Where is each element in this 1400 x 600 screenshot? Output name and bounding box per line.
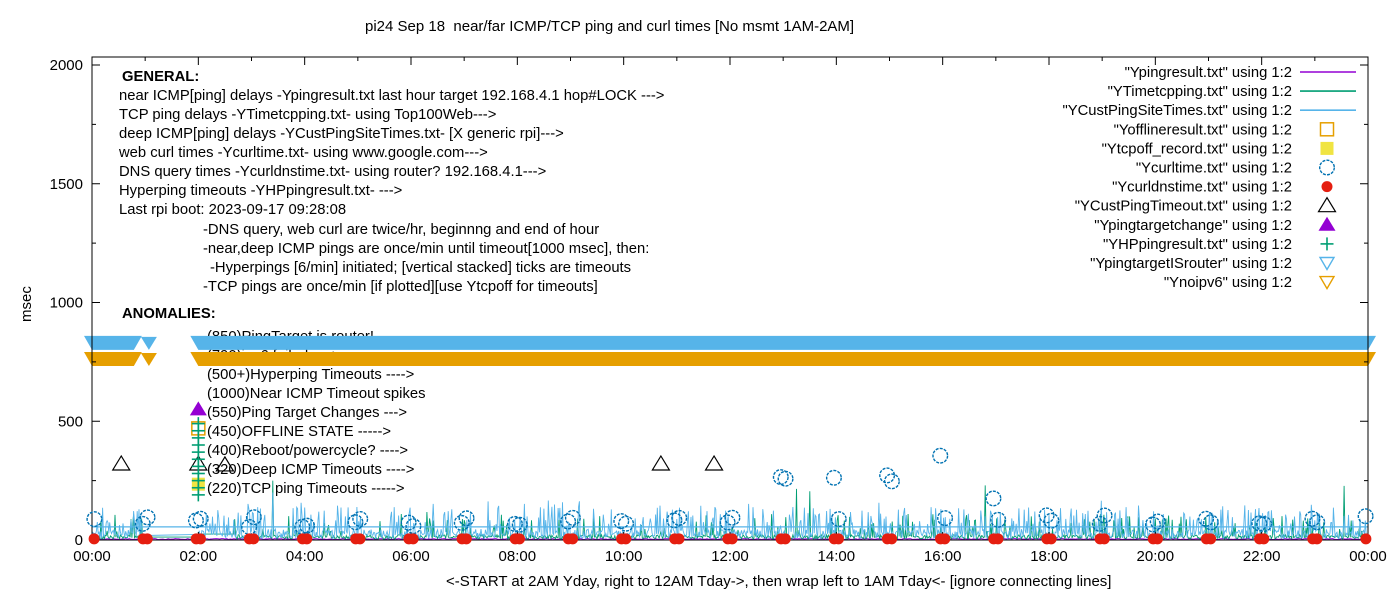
series-deep-icmp	[92, 492, 1368, 540]
annotation-text: -DNS query, web curl are twice/hr, begin…	[203, 222, 599, 238]
x-tick-label: 10:00	[605, 548, 643, 565]
annotation-text: (400)Reboot/powercycle? ---->	[207, 443, 408, 459]
x-tick-label: 22:00	[1243, 548, 1281, 565]
legend-label: "Ycurldnstime.txt" using 1:2	[1112, 180, 1292, 196]
annotation-text: -near,deep ICMP pings are once/min until…	[203, 241, 649, 257]
marker-isrouter-single	[140, 336, 157, 350]
legend-item-9: "Ypingtargetchange" using 1:2	[1094, 216, 1336, 234]
annotation-text: (450)OFFLINE STATE ----->	[207, 424, 391, 440]
y-tick-label: 0	[75, 532, 83, 549]
legend-label: "Ypingresult.txt" using 1:2	[1125, 65, 1292, 81]
x-tick-label: 00:00	[73, 548, 111, 565]
legend-item-3: "YCustPingSiteTimes.txt" using 1:2	[1062, 103, 1356, 119]
annotation-text: deep ICMP[ping] delays -YCustPingSiteTim…	[119, 126, 564, 142]
x-axis-label: <-START at 2AM Yday, right to 12AM Tday-…	[446, 573, 1112, 590]
legend-item-12: "Ynoipv6" using 1:2	[1164, 275, 1336, 291]
x-tick-label: 18:00	[1030, 548, 1068, 565]
annotation-text: (1000)Near ICMP Timeout spikes	[207, 386, 425, 402]
x-tick-label: 12:00	[711, 548, 749, 565]
marker-noipv6-single	[140, 353, 157, 367]
legend-label: "Ycurltime.txt" using 1:2	[1136, 161, 1292, 177]
annotation-text: (550)Ping Target Changes --->	[207, 405, 407, 421]
markers-dns-dots	[88, 533, 1372, 545]
chart-title: pi24 Sep 18 near/far ICMP/TCP ping and c…	[365, 18, 855, 35]
x-tick-label: 04:00	[286, 548, 324, 565]
legend: "Ypingresult.txt" using 1:2 "YTimetcpping…	[1062, 65, 1356, 291]
x-tick-label: 20:00	[1137, 548, 1175, 565]
legend-item-7: "Ycurldnstime.txt" using 1:2	[1112, 180, 1333, 196]
x-tick-label: 00:00	[1349, 548, 1387, 565]
annotation-text: DNS query times -Ycurldnstime.txt- using…	[119, 164, 546, 180]
legend-item-4: "Yofflineresult.txt" using 1:2	[1114, 122, 1335, 138]
annotation-text: (500+)Hyperping Timeouts ---->	[207, 367, 414, 383]
legend-item-6: "Ycurltime.txt" using 1:2	[1136, 159, 1335, 177]
band-Ynoipv6	[84, 352, 1376, 367]
x-tick-label: 08:00	[499, 548, 537, 565]
annotation-text: -TCP pings are once/min [if plotted][use…	[203, 279, 598, 295]
annotation-text: -Hyperpings [6/min] initiated; [vertical…	[210, 260, 631, 276]
legend-label: "YCustPingTimeout.txt" using 1:2	[1075, 199, 1292, 215]
markers-hyperping-stack	[191, 417, 205, 502]
legend-label: "YTimetcpping.txt" using 1:2	[1108, 84, 1292, 100]
legend-item-11: "YpingtargetISrouter" using 1:2	[1090, 256, 1336, 272]
legend-label: "YpingtargetISrouter" using 1:2	[1090, 256, 1292, 272]
x-tick-label: 14:00	[818, 548, 856, 565]
x-tick-label: 06:00	[392, 548, 430, 565]
y-tick-label: 2000	[50, 57, 83, 74]
legend-label: "Yofflineresult.txt" using 1:2	[1114, 122, 1292, 138]
markers-curl-circles	[86, 447, 1374, 535]
band-YpingtargetISrouter	[84, 335, 1376, 350]
marker-ping-target-change	[189, 401, 207, 416]
legend-item-10: "YHPpingresult.txt" using 1:2	[1103, 237, 1334, 253]
annotation-text: Last rpi boot: 2023-09-17 09:28:08	[119, 202, 346, 218]
annotation-text: web curl times -Ycurltime.txt- using www…	[118, 145, 488, 161]
y-tick-label: 1500	[50, 176, 83, 193]
y-tick-label: 500	[58, 413, 83, 430]
annotation-text: TCP ping delays -YTimetcpping.txt- using…	[119, 107, 496, 123]
annotation-text: near ICMP[ping] delays -Ypingresult.txt …	[119, 88, 664, 104]
annotation-text: (320)Deep ICMP Timeouts ---->	[207, 462, 414, 478]
annotation-text: ANOMALIES:	[122, 306, 216, 322]
legend-label: "YHPpingresult.txt" using 1:2	[1103, 237, 1292, 253]
legend-item-8: "YCustPingTimeout.txt" using 1:2	[1075, 196, 1337, 215]
x-tick-label: 02:00	[180, 548, 218, 565]
legend-item-2: "YTimetcpping.txt" using 1:2	[1108, 84, 1356, 100]
markers-deep-icmp-timeout	[111, 454, 724, 472]
legend-item-1: "Ypingresult.txt" using 1:2	[1125, 65, 1356, 81]
annotations: GENERAL: near ICMP[ping] delays -Ypingres…	[118, 69, 664, 497]
legend-item-5: "Ytcpoff_record.txt" using 1:2	[1102, 141, 1334, 157]
legend-label: "Ytcpoff_record.txt" using 1:2	[1102, 141, 1292, 157]
y-tick-label: 1000	[50, 295, 83, 312]
annotation-text: (220)TCP ping Timeouts ----->	[207, 481, 405, 497]
legend-label: "YCustPingSiteTimes.txt" using 1:2	[1062, 103, 1292, 119]
legend-label: "Ypingtargetchange" using 1:2	[1094, 218, 1292, 234]
annotation-text: GENERAL:	[122, 69, 199, 85]
annotation-text: Hyperping timeouts -YHPpingresult.txt- -…	[119, 183, 402, 199]
legend-label: "Ynoipv6" using 1:2	[1164, 275, 1292, 291]
x-tick-label: 16:00	[924, 548, 962, 565]
